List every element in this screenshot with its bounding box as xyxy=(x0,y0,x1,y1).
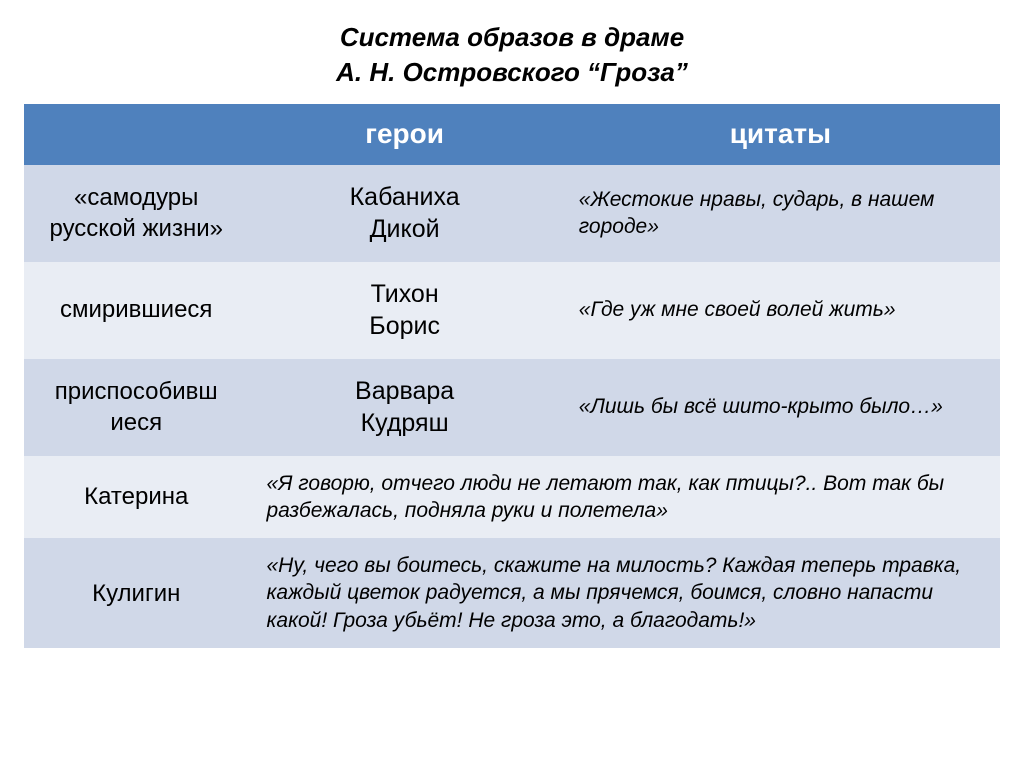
table-row: «самодуры русской жизни»КабанихаДикой«Же… xyxy=(24,165,1000,262)
table-row: Кулигин«Ну, чего вы боитесь, скажите на … xyxy=(24,538,1000,648)
table-header-row: герои цитаты xyxy=(24,104,1000,164)
category-cell: Катерина xyxy=(24,456,248,539)
slide-title: Система образов в драме А. Н. Островског… xyxy=(24,20,1000,90)
table-body: «самодуры русской жизни»КабанихаДикой«Же… xyxy=(24,165,1000,648)
header-quotes: цитаты xyxy=(561,104,1000,164)
slide-container: Система образов в драме А. Н. Островског… xyxy=(0,0,1024,767)
heroes-cell: КабанихаДикой xyxy=(248,165,560,262)
heroes-cell: ВарвараКудряш xyxy=(248,359,560,456)
title-line-1: Система образов в драме xyxy=(340,22,684,52)
category-cell: смирившиеся xyxy=(24,262,248,359)
table-row: Катерина«Я говорю, отчего люди не летают… xyxy=(24,456,1000,539)
table-row: смирившиесяТихонБорис«Где уж мне своей в… xyxy=(24,262,1000,359)
quote-cell-merged: «Я говорю, отчего люди не летают так, ка… xyxy=(248,456,1000,539)
category-cell: приспособивш иеся xyxy=(24,359,248,456)
category-cell: Кулигин xyxy=(24,538,248,648)
header-category xyxy=(24,104,248,164)
quote-cell: «Где уж мне своей волей жить» xyxy=(561,262,1000,359)
characters-table: герои цитаты «самодуры русской жизни»Каб… xyxy=(24,104,1000,648)
category-cell: «самодуры русской жизни» xyxy=(24,165,248,262)
title-line-2: А. Н. Островского “Гроза” xyxy=(336,57,688,87)
table-row: приспособивш иесяВарвараКудряш«Лишь бы в… xyxy=(24,359,1000,456)
header-heroes: герои xyxy=(248,104,560,164)
heroes-cell: ТихонБорис xyxy=(248,262,560,359)
quote-cell: «Жестокие нравы, сударь, в нашем городе» xyxy=(561,165,1000,262)
quote-cell-merged: «Ну, чего вы боитесь, скажите на милость… xyxy=(248,538,1000,648)
quote-cell: «Лишь бы всё шито-крыто было…» xyxy=(561,359,1000,456)
